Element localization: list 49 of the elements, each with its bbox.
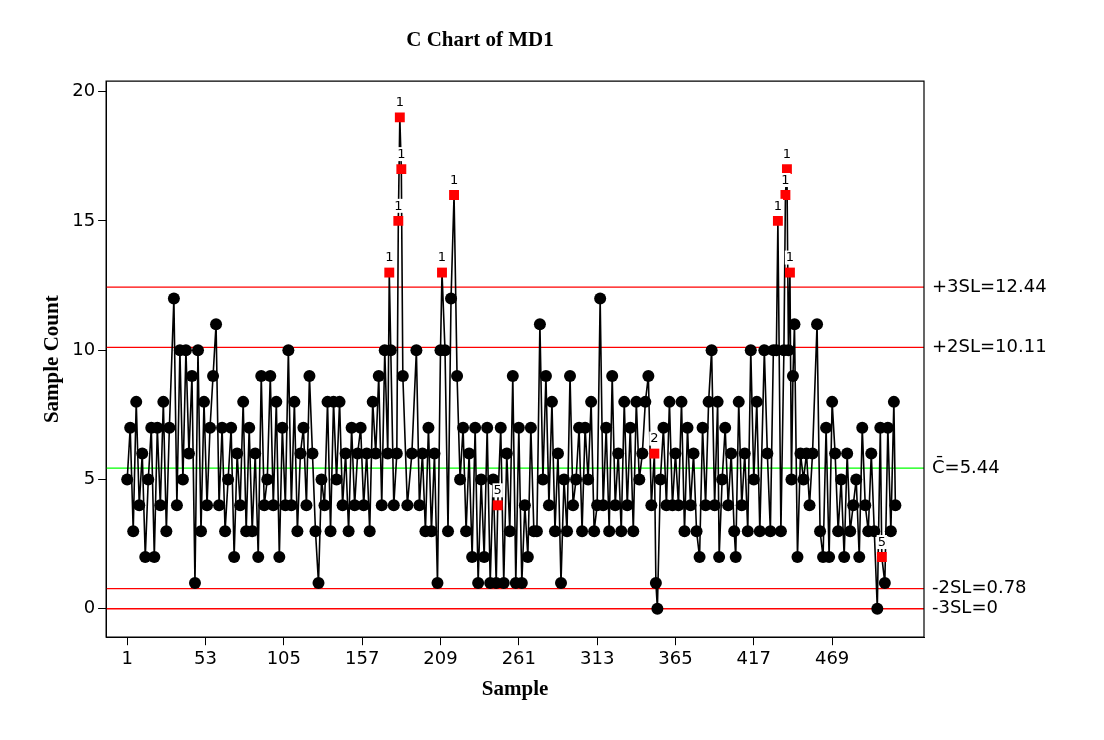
ref-line-label: -3SL=0 — [932, 596, 998, 618]
annotation: 1 — [781, 171, 790, 187]
x-tick-label: 365 — [658, 646, 693, 668]
point — [784, 267, 795, 278]
y-tick-label: 0 — [83, 596, 96, 618]
y-tick-label: 20 — [72, 79, 96, 101]
annotation: 1 — [394, 197, 403, 213]
y-axis-title: Sample Count — [39, 295, 64, 424]
annotation: 1 — [785, 249, 795, 265]
annotation: 1 — [449, 171, 459, 187]
annotation: 1 — [385, 249, 394, 265]
annotation: 1 — [395, 94, 404, 110]
point — [384, 267, 395, 278]
annotation: 5 — [493, 482, 502, 498]
annotation: 5 — [877, 533, 886, 549]
x-tick-label: 157 — [344, 646, 380, 668]
y-tick-label: 10 — [72, 337, 96, 359]
x-axis-title: Sample — [481, 675, 549, 700]
point — [394, 112, 405, 123]
x-tick-label: 417 — [736, 646, 771, 668]
x-tick-label: 1 — [121, 646, 133, 668]
point — [437, 267, 447, 278]
point — [396, 164, 407, 175]
x-tick-label: 209 — [423, 646, 458, 668]
annotation: 1 — [782, 146, 792, 161]
y-tick-label: 15 — [72, 208, 96, 230]
x-tick-label: 53 — [194, 646, 217, 668]
chart-title: C Chart of MD1 — [406, 27, 554, 52]
point — [449, 190, 459, 200]
annotation: 1 — [397, 146, 406, 161]
point — [649, 448, 660, 459]
ref-line-label: +3SL=12.44 — [932, 274, 1047, 296]
x-tick-label: 261 — [501, 646, 536, 668]
ref-line-label: -2SL=0.78 — [932, 576, 1027, 598]
ref-line-label: +2SL=10.11 — [932, 334, 1047, 356]
x-tick-label: 313 — [579, 646, 615, 668]
point — [781, 164, 792, 175]
annotation: 2 — [650, 430, 659, 446]
x-tick-label: 105 — [266, 646, 302, 668]
point — [492, 500, 503, 511]
x-tick-label: 469 — [814, 646, 850, 668]
point — [772, 215, 783, 226]
point — [876, 552, 887, 562]
y-tick-label: 5 — [83, 467, 96, 489]
point — [393, 215, 404, 226]
annotation: 1 — [773, 197, 783, 213]
point — [780, 190, 791, 200]
annotation: 1 — [437, 249, 447, 265]
ref-line-label: C̄=5.44 — [932, 455, 1000, 477]
